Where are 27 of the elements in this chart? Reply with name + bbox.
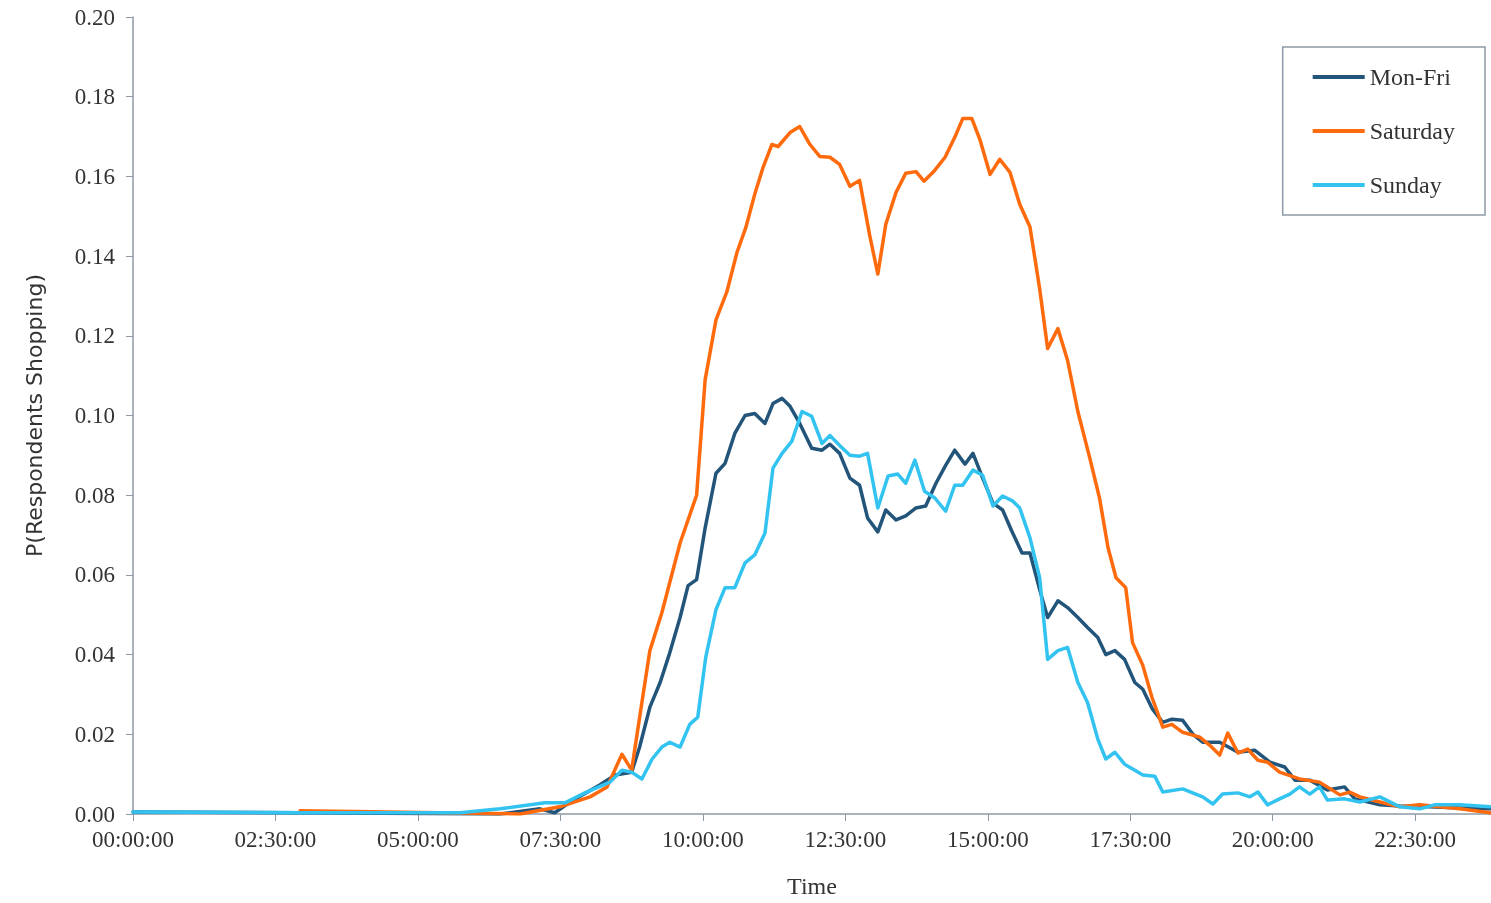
x-tick-label: 20:00:00 xyxy=(1231,827,1314,852)
y-tick-label: 0.20 xyxy=(74,4,115,30)
y-tick-label: 0.08 xyxy=(74,482,115,508)
y-tick-label: 0.06 xyxy=(74,562,115,588)
x-axis-title: Time xyxy=(787,873,837,899)
y-tick-label: 0.00 xyxy=(74,801,115,827)
y-tick-label: 0.14 xyxy=(74,243,116,269)
line-series xyxy=(298,116,1491,816)
x-tick-label: 00:00:00 xyxy=(92,827,174,852)
y-tick-label: 0.04 xyxy=(74,642,116,668)
x-tick-label: 05:00:00 xyxy=(377,827,459,852)
y-tick-label: 0.16 xyxy=(74,163,115,189)
legend-label: Mon-Fri xyxy=(1369,64,1452,90)
y-tick-label: 0.10 xyxy=(74,403,115,428)
x-tick-label: 17:30:00 xyxy=(1089,827,1172,852)
y-axis-title: P(Respondents Shopping) xyxy=(21,274,47,557)
x-tick-label: 15:00:00 xyxy=(946,827,1029,852)
x-tick-label: 12:30:00 xyxy=(804,827,887,852)
y-tick-label: 0.02 xyxy=(74,721,115,747)
x-tick-label: 07:30:00 xyxy=(519,827,602,852)
legend-label: Saturday xyxy=(1369,118,1455,144)
y-tick-label: 0.18 xyxy=(74,84,115,110)
x-tick-label: 02:30:00 xyxy=(234,827,317,852)
y-tick-label: 0.12 xyxy=(74,323,115,349)
x-tick-label: 22:30:00 xyxy=(1374,827,1457,852)
x-tick-label: 10:00:00 xyxy=(661,827,744,852)
legend-label: Sunday xyxy=(1369,172,1442,198)
